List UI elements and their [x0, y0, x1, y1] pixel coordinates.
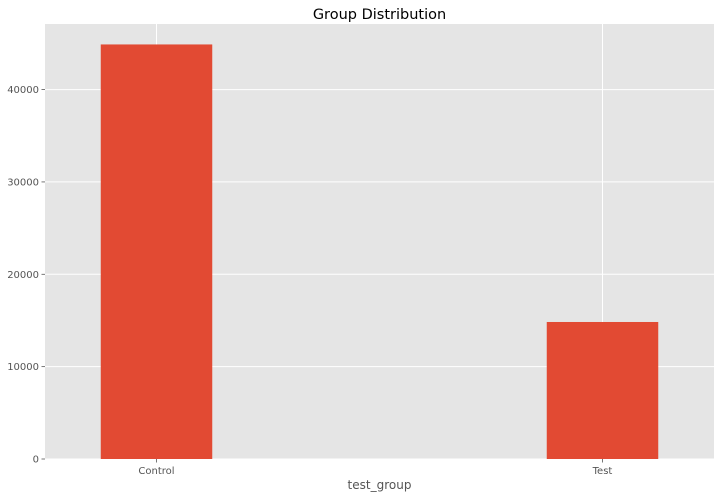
y-tick-label: 40000 [7, 85, 39, 96]
x-tick-label: Test [592, 466, 613, 477]
x-axis-ticks: Control Test [138, 459, 612, 477]
bars [100, 44, 659, 460]
y-tick-label: 30000 [7, 177, 39, 188]
x-tick-label: Control [138, 466, 174, 477]
chart-title: Group Distribution [313, 7, 446, 23]
bar-test [546, 321, 659, 459]
y-tick-label: 10000 [7, 362, 39, 373]
y-tick-label: 20000 [7, 270, 39, 281]
y-tick-label: 0 [33, 455, 39, 466]
y-axis-ticks: 0 10000 20000 30000 40000 [7, 85, 45, 466]
bar-control [100, 44, 213, 460]
x-axis-label: test_group [348, 478, 412, 492]
